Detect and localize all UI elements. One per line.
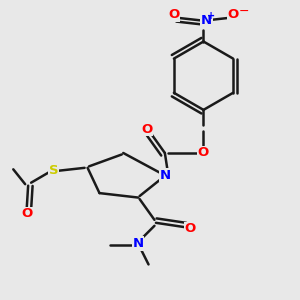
- Text: N: N: [159, 169, 170, 182]
- Text: O: O: [184, 222, 196, 235]
- Text: O: O: [168, 8, 179, 21]
- Text: S: S: [49, 164, 58, 177]
- Text: −: −: [238, 5, 249, 18]
- Text: O: O: [21, 207, 32, 220]
- Text: O: O: [228, 8, 239, 21]
- Text: +: +: [207, 11, 215, 21]
- Text: N: N: [133, 237, 144, 250]
- Text: O: O: [198, 146, 209, 160]
- Text: O: O: [141, 123, 153, 136]
- Text: N: N: [201, 14, 212, 27]
